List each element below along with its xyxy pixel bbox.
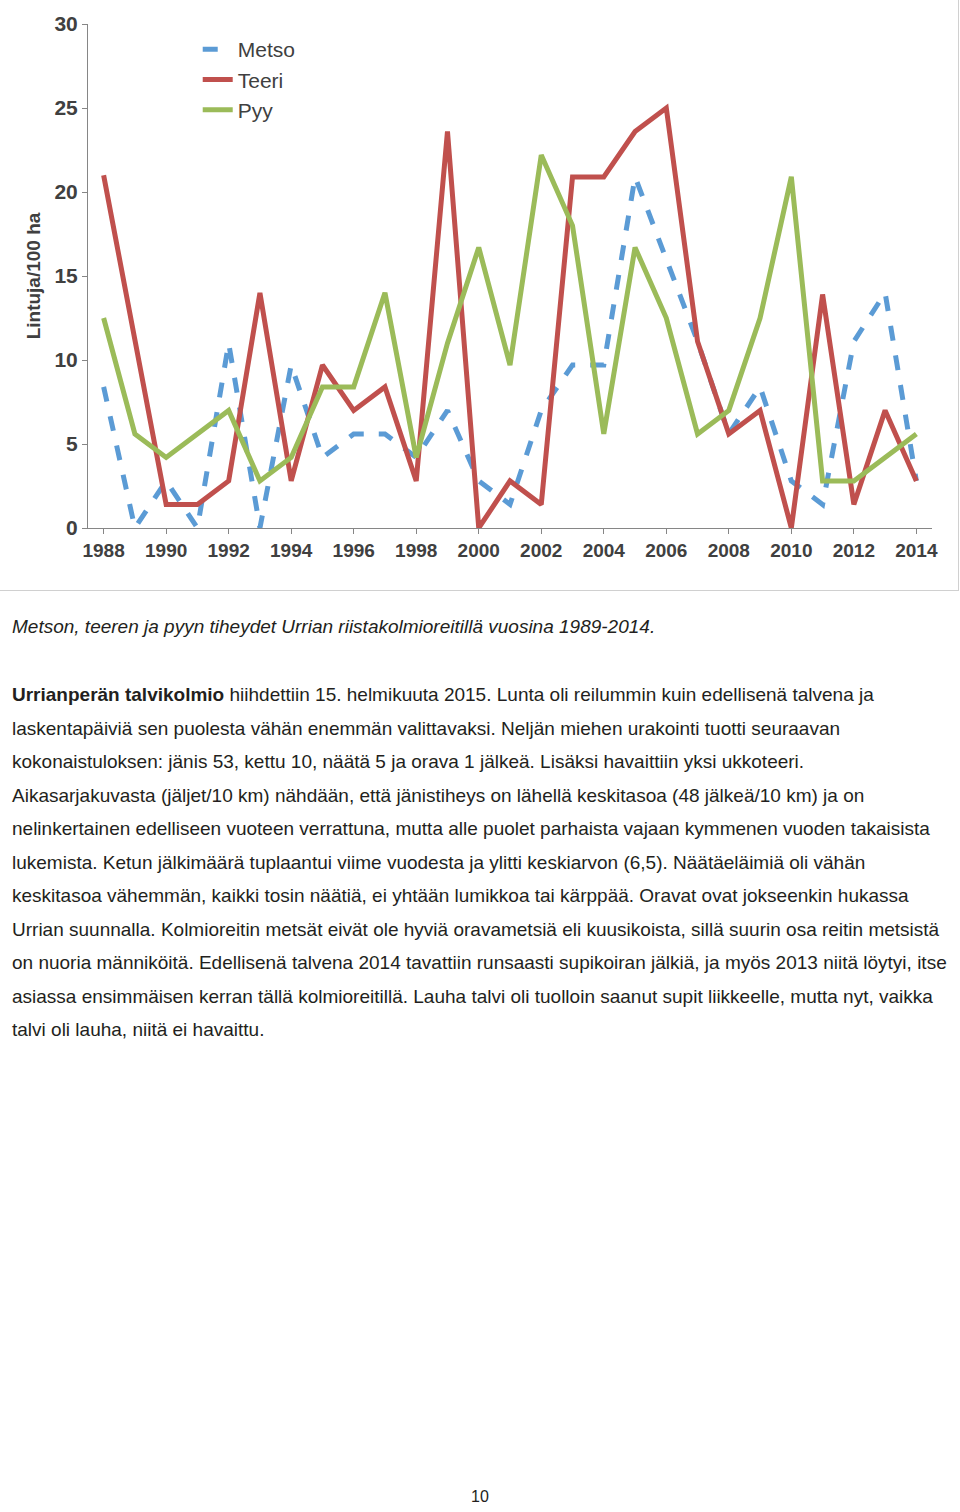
svg-text:25: 25: [54, 96, 78, 119]
svg-text:2012: 2012: [833, 540, 875, 561]
html-text:Urrianperän talvikolmio hiihde: Urrianperän talvikolmio hiihdettiin 15. …: [12, 684, 947, 1040]
svg-text:2006: 2006: [645, 540, 687, 561]
svg-text:0: 0: [66, 516, 78, 539]
svg-text:10: 10: [54, 348, 77, 371]
svg-text:2004: 2004: [583, 540, 626, 561]
svg-text:2010: 2010: [770, 540, 812, 561]
svg-text:2000: 2000: [458, 540, 500, 561]
svg-text:Metso: Metso: [238, 38, 295, 61]
svg-text:2014: 2014: [895, 540, 938, 561]
svg-text:Teeri: Teeri: [238, 69, 284, 92]
svg-text:1992: 1992: [208, 540, 250, 561]
svg-text:2002: 2002: [520, 540, 562, 561]
html-text:10: 10: [471, 1488, 489, 1505]
svg-text:1990: 1990: [145, 540, 187, 561]
svg-text:1988: 1988: [82, 540, 124, 561]
svg-text:1994: 1994: [270, 540, 313, 561]
svg-text:30: 30: [54, 12, 77, 35]
svg-text:20: 20: [54, 180, 77, 203]
svg-text:Pyy: Pyy: [238, 99, 274, 122]
html-text:Metson, teeren ja pyyn tiheyde: Metson, teeren ja pyyn tiheydet Urrian r…: [12, 616, 656, 637]
svg-text:2008: 2008: [708, 540, 750, 561]
svg-text:15: 15: [54, 264, 78, 287]
svg-text:5: 5: [66, 432, 78, 455]
svg-text:1998: 1998: [395, 540, 437, 561]
svg-text:1996: 1996: [333, 540, 375, 561]
svg-text:Lintuja/100 ha: Lintuja/100 ha: [23, 212, 44, 339]
